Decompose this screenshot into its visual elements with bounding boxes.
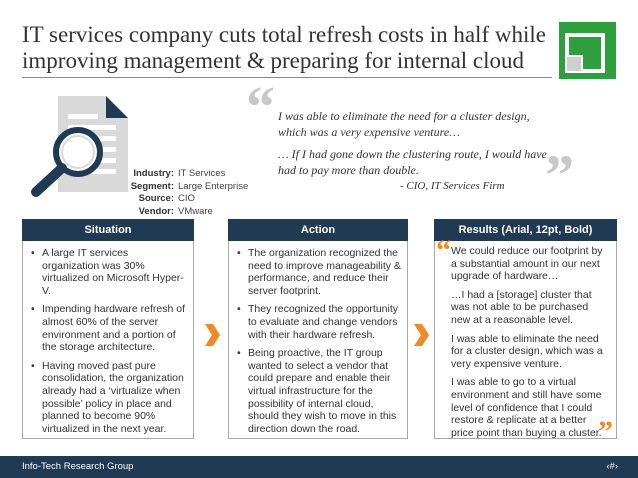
chevron-right-icon: [205, 324, 220, 346]
pull-quote: I was able to eliminate the need for a c…: [278, 108, 558, 184]
profile-row-vendor: Vendor: VMware: [124, 206, 248, 219]
open-quote-icon: “: [246, 74, 275, 139]
situation-panel: A large IT services organization was 30%…: [22, 241, 194, 439]
profile-value: IT Services: [178, 168, 226, 179]
slide-title: IT services company cuts total refresh c…: [22, 22, 552, 74]
action-header: Action: [228, 219, 408, 241]
profile-label: Source:: [138, 193, 174, 204]
profile-row-source: Source: CIO: [124, 193, 248, 206]
slide-title-line-2: improving management & preparing for int…: [22, 48, 525, 73]
footer-bar: Info-Tech Research Group ‹#›: [0, 456, 638, 478]
profile-label: Vendor:: [138, 205, 174, 217]
situation-bullet: A large IT services organization was 30%…: [31, 247, 187, 297]
document-search-icon: [31, 96, 128, 197]
results-paragraph: I was able to go to a virtual environmen…: [451, 376, 602, 439]
close-quote-icon: ”: [545, 143, 574, 208]
situation-bullet: Impending hardware refresh of almost 60%…: [31, 303, 187, 353]
action-bullet: The organization recognized the need to …: [237, 247, 401, 297]
results-open-quote-icon: “: [436, 234, 451, 267]
slide-title-line-1: IT services company cuts total refresh c…: [22, 22, 546, 47]
results-close-quote-icon: ”: [598, 415, 613, 448]
profile-value: CIO: [178, 193, 195, 204]
results-panel: We could reduce our footprint by a subst…: [434, 241, 617, 439]
action-bullet: They recognized the opportunity to evalu…: [237, 303, 401, 341]
footer-brand: Info-Tech Research Group: [22, 461, 134, 472]
profile-row-industry: Industry: IT Services: [124, 168, 248, 181]
profile-label: Segment:: [130, 180, 174, 192]
results-paragraph: We could reduce our footprint by a subst…: [451, 245, 603, 283]
pull-quote-line-1: I was able to eliminate the need for a c…: [278, 109, 530, 139]
situation-header: Situation: [22, 219, 194, 241]
results-header: Results (Arial, 12pt, Bold): [434, 219, 617, 241]
quote-attribution: - CIO, IT Services Firm: [400, 180, 505, 192]
profile-value: Large Enterprise: [178, 180, 249, 192]
title-divider: [22, 77, 552, 78]
results-paragraph: I was able to eliminate the need for a c…: [451, 332, 603, 370]
pull-quote-line-2: … If I had gone down the clustering rout…: [278, 147, 547, 177]
infotech-logo: [559, 22, 616, 79]
company-profile: Industry: IT Services Segment: Large Ent…: [124, 168, 249, 219]
profile-row-segment: Segment: Large Enterprise: [124, 180, 249, 194]
results-paragraph: …I had a [storage] cluster that was not …: [451, 288, 592, 326]
profile-value: VMware: [178, 205, 213, 217]
profile-label: Industry:: [133, 168, 174, 179]
page-number: ‹#›: [606, 461, 618, 472]
chevron-right-icon: [414, 324, 429, 346]
action-bullet: Being proactive, the IT group wanted to …: [237, 347, 401, 435]
situation-bullet: Having moved past pure consolidation, th…: [31, 360, 187, 436]
action-panel: The organization recognized the need to …: [228, 241, 408, 439]
